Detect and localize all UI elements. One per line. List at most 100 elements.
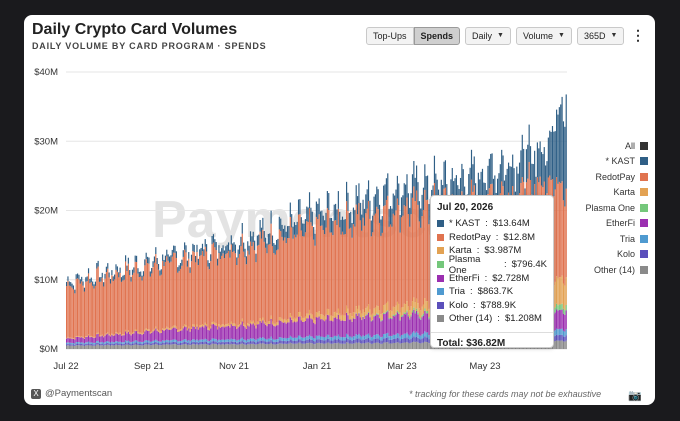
interval-select[interactable]: Daily ▼ [465,27,511,45]
bar-segment [236,342,238,345]
bar-segment [329,232,331,316]
bar-segment [92,336,94,338]
camera-icon[interactable]: 📷 [628,390,642,402]
bar-segment [170,329,172,341]
bar-segment [416,336,418,342]
metric-select[interactable]: Volume ▼ [515,27,572,45]
legend-item-karta[interactable]: Karta [584,185,648,201]
bar-segment [199,325,201,328]
bar-segment [120,335,123,343]
bar-segment [388,208,390,227]
bar-segment [252,338,254,342]
bar-segment [377,313,379,315]
bar-segment [115,344,117,349]
bar-segment [118,343,120,346]
bar-segment [394,314,396,317]
bar-segment [388,226,390,312]
bar-segment [109,342,112,345]
bar-segment [149,341,151,344]
bar-segment [325,340,327,344]
legend-label: Karta [613,187,635,198]
bar-segment [428,339,430,344]
legend-swatch [640,265,648,274]
bar-segment [215,323,217,326]
bar-segment [155,326,157,329]
bar-segment [240,341,242,344]
bar-segment [422,315,425,334]
bar-segment [227,344,230,349]
bar-segment [130,335,132,343]
bar-segment [266,339,268,342]
bar-segment [288,322,290,338]
bar-segment [422,187,425,210]
legend-item-redotpay[interactable]: RedotPay [584,169,648,185]
bar-segment [273,323,275,326]
bar-segment [314,320,316,325]
legend-item-all[interactable]: All [584,138,648,154]
bar-segment [330,337,333,341]
legend-item-etherfi[interactable]: EtherFi [584,216,648,232]
bar-segment [219,251,221,260]
bar-segment [293,317,296,322]
bar-segment [229,344,231,349]
bar-segment [157,341,160,344]
bar-segment [350,319,352,337]
bar-segment [267,233,269,245]
bar-segment [206,341,208,345]
legend-item-other[interactable]: Other (14) [584,262,648,278]
bar-segment [388,318,390,320]
bar-segment [402,315,404,317]
legend-item-plasma-one[interactable]: Plasma One [584,200,648,216]
footer-handle[interactable]: @Paymentscan [45,388,113,399]
bar-segment [303,321,305,338]
bar-segment [67,276,69,281]
bar-segment [389,206,392,225]
bar-segment [259,337,261,341]
bar-segment [284,337,286,341]
bar-segment [267,341,269,344]
bar-segment [564,341,566,349]
legend-item-kast[interactable]: * KAST [584,154,648,170]
bar-segment [341,231,344,315]
legend-item-kolo[interactable]: Kolo [584,247,648,263]
bar-segment [262,337,264,341]
bar-segment [564,126,566,207]
bar-segment [96,332,98,335]
spends-button[interactable]: Spends [413,27,461,45]
topups-button[interactable]: Top-Ups [366,27,414,45]
bar-segment [562,336,565,342]
bar-segment [462,169,464,196]
legend-item-tria[interactable]: Tria [584,231,648,247]
bar-segment [177,343,179,346]
bar-segment [313,318,315,323]
bar-segment [196,251,198,325]
bar-segment [336,313,338,319]
bar-segment [116,343,118,345]
bar-segment [232,252,234,324]
bar-segment [278,229,280,317]
bar-segment [286,322,289,338]
bar-segment [350,343,352,349]
bar-segment [85,342,87,344]
bar-segment [367,200,370,305]
bar-segment [212,324,215,339]
bar-segment [402,195,404,216]
bar-segment [565,94,567,189]
legend-swatch [640,219,648,228]
toolbar: Top-Ups Spends Daily ▼ Volume ▼ 365D ▼ [366,27,625,45]
bar-segment [395,210,397,306]
bar-segment [188,328,190,341]
more-options-icon[interactable]: ⋮ [631,27,645,43]
bar-segment [453,181,455,206]
bar-segment [236,265,238,327]
bar-segment [166,326,168,329]
bar-segment [373,215,375,309]
bar-segment [195,255,197,263]
bar-segment [244,327,246,340]
bar-segment [195,262,197,328]
bar-segment [184,344,186,349]
bar-segment [122,345,124,349]
bar-segment [396,310,398,313]
bar-segment [284,340,286,344]
range-select[interactable]: 365D ▼ [576,27,625,45]
